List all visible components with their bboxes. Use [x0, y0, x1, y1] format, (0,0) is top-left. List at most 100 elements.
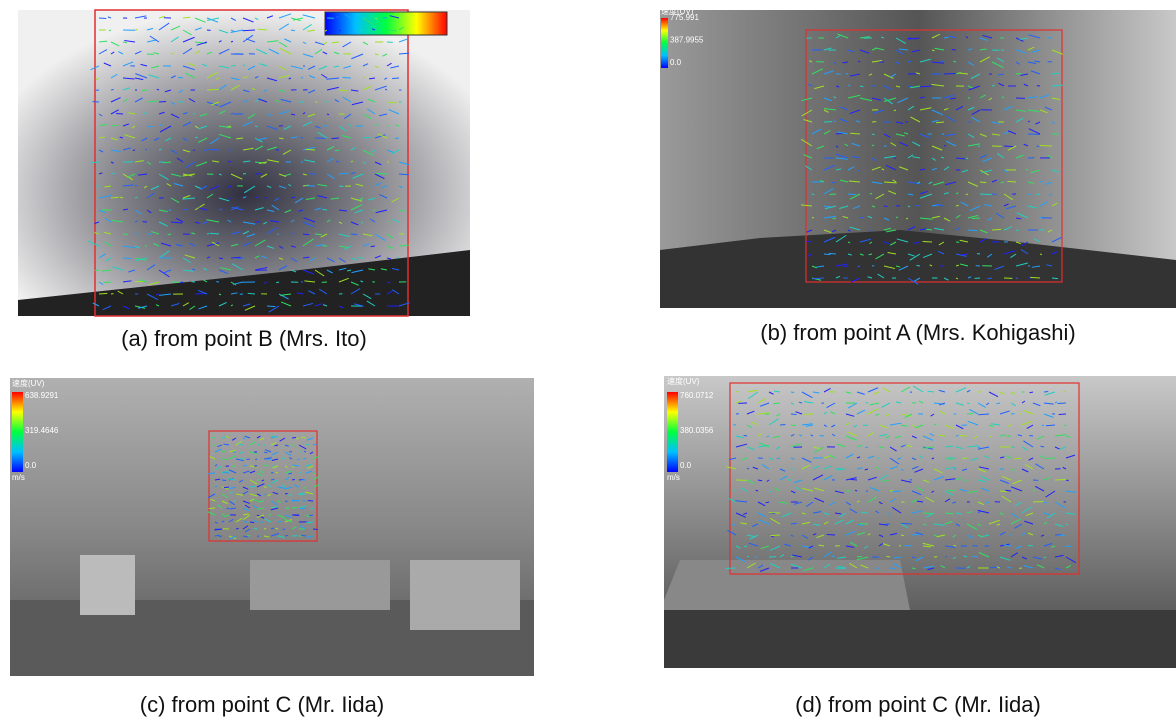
- vector: [956, 205, 959, 206]
- vector: [956, 435, 958, 436]
- vector: [1052, 278, 1058, 279]
- vector: [1019, 413, 1022, 414]
- vector: [292, 507, 298, 508]
- vector: [912, 568, 915, 569]
- vector: [339, 186, 343, 187]
- vector: [1016, 73, 1021, 74]
- vector: [257, 444, 260, 445]
- vector: [219, 258, 223, 259]
- vector: [331, 138, 339, 139]
- legend-label: 0.0: [680, 461, 692, 470]
- vector: [285, 535, 288, 536]
- vector: [246, 459, 250, 460]
- vector: [1033, 501, 1044, 502]
- caption: (d) from point C (Mr. Iida): [795, 692, 1041, 717]
- vector: [135, 233, 138, 234]
- vector: [236, 528, 238, 529]
- vector: [301, 77, 303, 78]
- vector: [1059, 414, 1066, 415]
- vector: [1040, 254, 1042, 255]
- legend-label: 760.0712: [680, 391, 714, 400]
- vector: [934, 424, 936, 425]
- vector: [255, 126, 258, 127]
- vector: [1042, 425, 1044, 426]
- vector: [278, 521, 281, 522]
- vector: [972, 218, 980, 219]
- vector: [142, 90, 147, 91]
- vector: [923, 241, 932, 242]
- vector: [335, 150, 339, 151]
- vector: [1066, 546, 1071, 547]
- vector: [219, 536, 222, 537]
- vector: [231, 41, 233, 42]
- vector: [968, 230, 977, 231]
- vector: [1004, 146, 1014, 147]
- vector: [980, 182, 986, 183]
- vector: [207, 89, 220, 90]
- vector: [860, 86, 863, 87]
- legend-label: 0.0: [670, 58, 682, 67]
- legend-title: 速度(UV): [667, 376, 700, 386]
- vector: [886, 556, 890, 557]
- vector: [248, 293, 255, 294]
- vector: [292, 479, 295, 480]
- vector: [99, 293, 107, 294]
- vector: [835, 568, 845, 569]
- vector: [944, 73, 955, 74]
- vector: [870, 230, 872, 231]
- legend-label: 0.0: [25, 461, 37, 470]
- legend-label: 319.4646: [25, 426, 59, 435]
- vector: [1026, 169, 1028, 170]
- legend-unit: m/s: [667, 473, 680, 482]
- vector: [208, 149, 219, 150]
- vector: [363, 137, 370, 138]
- caption: (c) from point C (Mr. Iida): [140, 692, 384, 717]
- vector: [99, 18, 106, 19]
- legend-label: 638.9291: [25, 391, 59, 400]
- vector: [966, 194, 968, 195]
- vector: [392, 78, 399, 79]
- vector: [135, 185, 137, 186]
- vector: [283, 529, 285, 530]
- photo-b: [660, 10, 1176, 308]
- vector: [901, 523, 912, 524]
- vector: [250, 522, 254, 523]
- vector: [1007, 181, 1016, 182]
- vector: [945, 556, 947, 557]
- vector: [209, 508, 215, 509]
- vector: [243, 173, 246, 174]
- vector: [276, 282, 279, 283]
- vector: [865, 447, 868, 448]
- vector: [276, 472, 278, 473]
- vector: [224, 487, 229, 488]
- vector: [812, 194, 814, 195]
- vector: [820, 435, 824, 436]
- vector: [212, 437, 215, 438]
- vector: [850, 479, 857, 480]
- vector: [123, 234, 128, 235]
- vector: [829, 253, 836, 254]
- vector: [351, 234, 357, 235]
- vector: [1028, 545, 1033, 546]
- vector: [1040, 181, 1043, 182]
- vector: [992, 85, 995, 86]
- caption: (a) from point B (Mrs. Ito): [121, 326, 367, 351]
- photo-c: [10, 378, 534, 676]
- vector: [901, 535, 904, 536]
- photo-d: [664, 376, 1176, 668]
- vector: [1036, 194, 1040, 195]
- vector: [980, 194, 992, 195]
- vector: [1048, 37, 1052, 38]
- vector: [857, 556, 862, 557]
- legend-label: 775.991: [670, 13, 699, 22]
- vector: [992, 229, 1001, 230]
- vector: [159, 101, 166, 102]
- vector: [387, 221, 390, 222]
- vector: [315, 234, 322, 235]
- vector: [744, 435, 747, 436]
- vector: [870, 193, 872, 194]
- vector: [848, 194, 856, 195]
- vector: [305, 149, 315, 150]
- vector: [135, 281, 144, 282]
- vector: [243, 465, 247, 466]
